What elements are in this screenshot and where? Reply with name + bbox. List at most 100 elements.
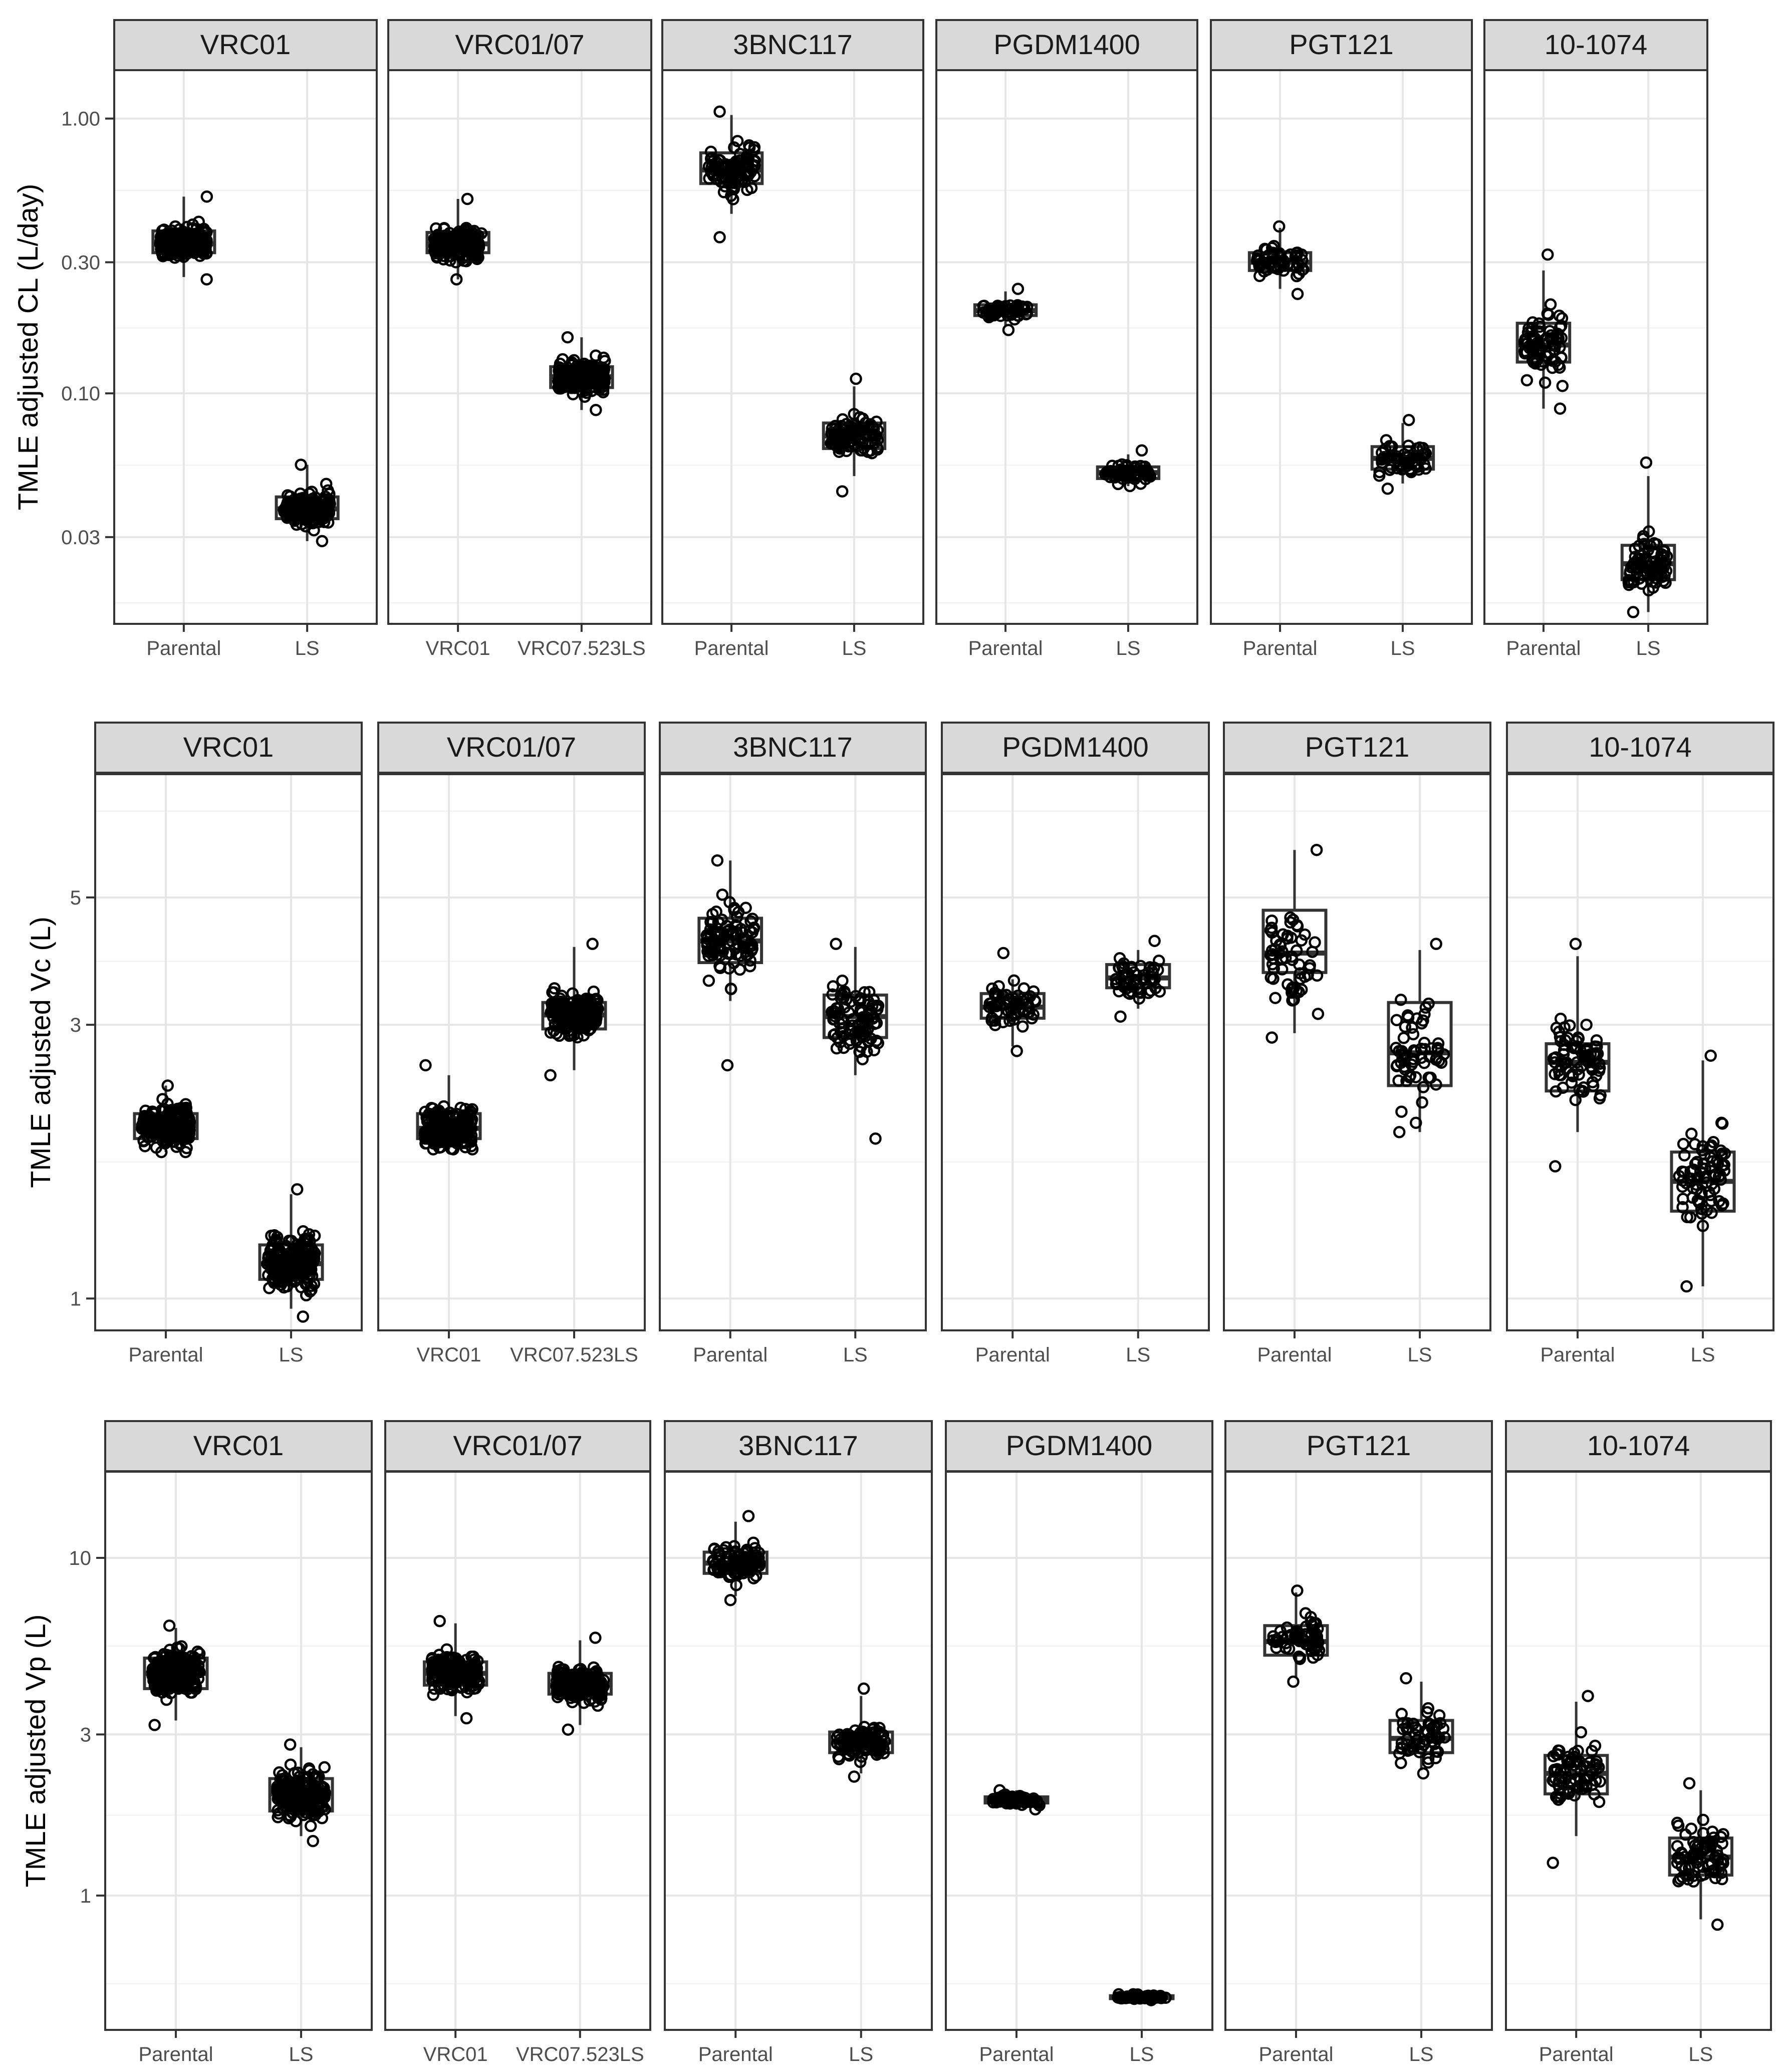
y-tick-label: 0.03 [61, 527, 100, 549]
data-point [299, 1233, 311, 1245]
panel-pgdm1400: PGDM1400 Parental LS [941, 722, 1210, 1366]
x-tick-label: LS [1116, 637, 1140, 659]
data-point [466, 1143, 479, 1156]
data-point [463, 1123, 476, 1136]
box-group-ls [1096, 444, 1161, 493]
data-point [743, 141, 756, 154]
data-point [1650, 576, 1662, 589]
y-tick-label: 1 [70, 1288, 81, 1310]
data-point [1537, 355, 1549, 368]
data-point [197, 222, 210, 235]
plot-area [660, 774, 926, 1330]
y-tick-label: 0.30 [61, 252, 100, 274]
data-point [866, 447, 878, 459]
data-point [273, 1267, 285, 1280]
x-tick-label: LS [1408, 1344, 1432, 1366]
box-group-vrc07-523ls [549, 331, 614, 416]
data-point [1102, 467, 1114, 480]
data-point [304, 516, 317, 529]
x-tick-label: Parental [138, 2043, 213, 2065]
data-point [296, 497, 309, 509]
data-point [295, 1281, 308, 1294]
data-point [1402, 413, 1415, 426]
data-point [748, 159, 761, 172]
data-point [173, 1124, 186, 1137]
data-point [273, 1244, 286, 1256]
x-tick-label: LS [1390, 637, 1415, 659]
data-point [1255, 257, 1267, 270]
data-point [1124, 471, 1136, 484]
x-tick-label: Parental [128, 1344, 203, 1366]
box-group-vrc07-523ls [541, 938, 607, 1082]
data-point [850, 372, 862, 385]
data-point [1273, 220, 1286, 233]
data-point [157, 242, 169, 254]
x-tick-label: LS [849, 2043, 873, 2065]
data-point [721, 1059, 734, 1072]
panel-border [377, 773, 646, 1331]
y-axis-title: TMLE adjusted CL (L/day) [12, 184, 44, 511]
data-point [314, 510, 327, 523]
panel-strip [387, 19, 652, 71]
data-point [297, 1310, 310, 1323]
x-tick-label: VRC01 [423, 2043, 488, 2065]
x-tick-label: LS [1636, 637, 1661, 659]
data-point [596, 367, 609, 380]
plot-area [942, 774, 1209, 1330]
panel-title: 3BNC117 [733, 731, 853, 763]
plot-area [385, 1472, 650, 2030]
data-point [1531, 347, 1543, 360]
panel-vrc01-07: VRC01/07 VRC01 VRC07.523LS [387, 19, 652, 659]
x-tick-label: Parental [979, 2043, 1054, 2065]
data-point [152, 1117, 165, 1130]
panel-border [935, 69, 1198, 625]
panel-vrc01: VRC01 Parental LS [104, 1420, 373, 2065]
box-group-vrc01 [425, 192, 490, 286]
x-tick-label: Parental [1243, 637, 1318, 659]
box-group-parental [151, 190, 216, 286]
data-point [320, 478, 333, 490]
y-axis-title: TMLE adjusted Vp (L) [20, 1615, 51, 1888]
data-point [1376, 456, 1388, 469]
data-point [445, 1142, 457, 1155]
data-point [1539, 376, 1552, 389]
data-point [450, 1120, 462, 1133]
data-point [200, 190, 213, 203]
data-point [200, 273, 213, 286]
plot-area [95, 774, 362, 1330]
data-point [844, 420, 856, 432]
data-point [1107, 467, 1120, 479]
data-point [1404, 463, 1416, 476]
panel-vrc01-07: VRC01/07 VRC01 VRC07.523LS [377, 722, 646, 1366]
plot-area [388, 70, 651, 624]
data-point [1419, 462, 1432, 475]
data-point [702, 974, 715, 987]
data-point [421, 1126, 434, 1139]
box-group-ls [1109, 1988, 1175, 2006]
data-point [461, 192, 474, 205]
panel-title: VRC01 [183, 731, 274, 763]
data-point [1381, 482, 1394, 495]
box-group-ls [275, 458, 340, 548]
data-point [265, 1255, 278, 1268]
panel-title: 10-1074 [1545, 29, 1648, 60]
data-point [465, 1129, 478, 1142]
y-tick-label: 1 [80, 1885, 91, 1907]
data-point [1640, 456, 1653, 469]
data-point [419, 1059, 432, 1072]
y-tick-label: 3 [80, 1724, 91, 1746]
data-point [464, 1135, 477, 1148]
y-axis-title: TMLE adjusted Vc (L) [25, 916, 56, 1188]
data-point [1546, 361, 1559, 374]
data-point [179, 233, 192, 246]
data-point [1637, 533, 1650, 545]
panel-title: PGT121 [1289, 29, 1394, 60]
data-point [1629, 551, 1642, 563]
panel-title: PGDM1400 [993, 29, 1140, 60]
data-point [1291, 288, 1304, 300]
data-point [1648, 547, 1661, 560]
data-point [450, 273, 463, 286]
data-point [745, 181, 758, 194]
data-point [1140, 465, 1153, 478]
